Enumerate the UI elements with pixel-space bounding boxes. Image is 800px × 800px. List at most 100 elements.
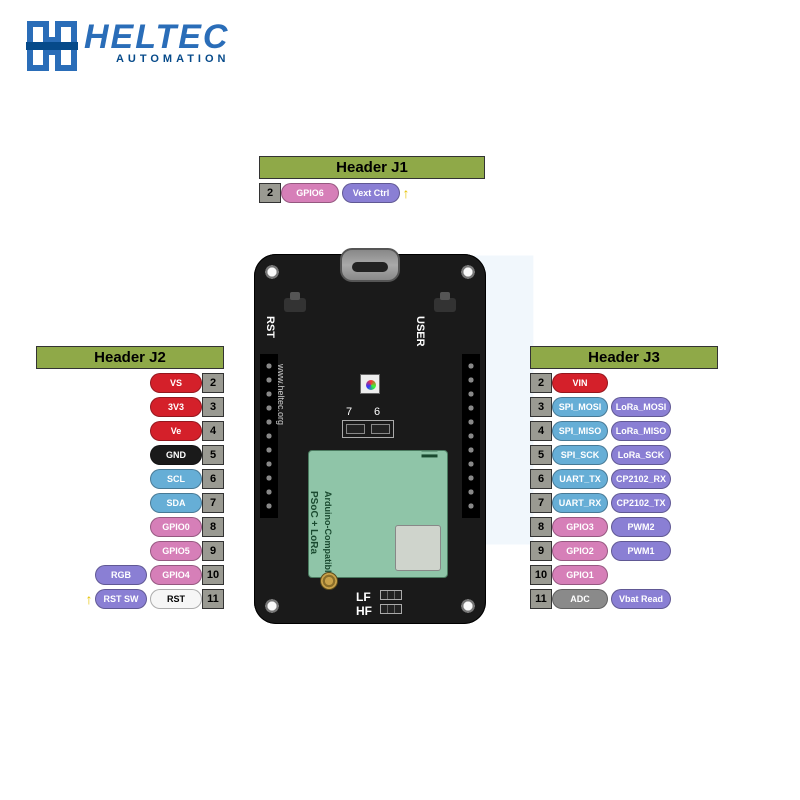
pin-row: 3SPI_MOSILoRa_MOSI — [530, 396, 671, 418]
header-title: Header J3 — [530, 346, 718, 369]
pin-hole — [465, 458, 477, 470]
pin-label: GPIO5 — [150, 541, 202, 561]
pin-hole — [465, 472, 477, 484]
silk-label: 6 — [374, 406, 380, 418]
pin-row: 9GPIO2PWM1 — [530, 540, 671, 562]
pin-label: PWM1 — [611, 541, 671, 561]
pin-row: 2VIN — [530, 372, 671, 394]
rf-pad — [380, 590, 402, 600]
pin-label: Vext Ctrl — [342, 183, 400, 203]
pin-label: GPIO1 — [552, 565, 608, 585]
pin-hole — [465, 444, 477, 456]
mounting-hole — [460, 598, 476, 614]
pin-hole — [465, 500, 477, 512]
pin-number: 4 — [530, 421, 552, 441]
arrow-icon: ↑ — [400, 183, 412, 203]
pin-label: LoRa_MOSI — [611, 397, 671, 417]
pin-row: 10GPIO1 — [530, 564, 671, 586]
pin-label: SPI_MISO — [552, 421, 608, 441]
header-j2: Header J2GND1VS23V33Ve4GND5SCL6SDA7GPIO0… — [36, 346, 224, 612]
pin-label: GND — [150, 445, 202, 465]
pin-row: 7UART_RXCP2102_TX — [530, 492, 671, 514]
mounting-hole — [460, 264, 476, 280]
pin-label: GPIO4 — [150, 565, 202, 585]
pin-label: SPI_SCK — [552, 445, 608, 465]
pin-number: 2 — [202, 373, 224, 393]
pin-row: GND5 — [36, 444, 224, 466]
mounting-hole — [264, 598, 280, 614]
header-title: Header J2 — [36, 346, 224, 369]
solder-pads — [342, 420, 394, 438]
header-j3: Header J31GND2VIN3SPI_MOSILoRa_MOSI4SPI_… — [530, 346, 671, 612]
pin-label: VIN — [552, 373, 608, 393]
pcb-board: RSTUSERwww.heltec.org76 CubeCell PSoC + … — [254, 254, 486, 624]
pin-row: RGBGPIO410 — [36, 564, 224, 586]
pin-number: 6 — [202, 469, 224, 489]
pin-hole — [465, 374, 477, 386]
pin-row: 11ADCVbat Read — [530, 588, 671, 610]
pin-label: 3V3 — [150, 397, 202, 417]
silk-label: 7 — [346, 406, 352, 418]
module-line2: Arduino-Compatible — [323, 491, 333, 578]
silk-url: www.heltec.org — [276, 364, 286, 425]
pin-row: 8GPIO3PWM2 — [530, 516, 671, 538]
pin-label: LoRa_MISO — [611, 421, 671, 441]
pin-label: UART_RX — [552, 493, 608, 513]
module-shield — [395, 525, 441, 571]
pin-label: RST — [150, 589, 202, 609]
pin-number: 2 — [530, 373, 552, 393]
pin-hole — [465, 416, 477, 428]
pin-hole — [263, 374, 275, 386]
header-title: Header J1 — [259, 156, 485, 179]
ufl-connector — [320, 572, 338, 590]
usb-c-port — [340, 248, 400, 282]
pin-row: 2GPIO6Vext Ctrl↑ — [259, 182, 473, 204]
pin-hole — [263, 458, 275, 470]
pin-hole — [263, 500, 275, 512]
pin-label: Vbat Read — [611, 589, 671, 609]
pin-label: GPIO6 — [281, 183, 339, 203]
pin-label: UART_TX — [552, 469, 608, 489]
logo-name: HELTEC — [84, 18, 229, 57]
silk-label: HF — [356, 604, 372, 618]
pin-number: 4 — [202, 421, 224, 441]
pin-hole — [263, 402, 275, 414]
pin-number: 11 — [202, 589, 224, 609]
pin-hole — [465, 486, 477, 498]
pin-label: GPIO2 — [552, 541, 608, 561]
pin-hole — [263, 416, 275, 428]
pin-number: 10 — [202, 565, 224, 585]
pin-row: SCL6 — [36, 468, 224, 490]
pin-label: Ve — [150, 421, 202, 441]
pin-number: 9 — [202, 541, 224, 561]
pin-number: 11 — [530, 589, 552, 609]
pin-number: 8 — [530, 517, 552, 537]
pin-hole — [465, 388, 477, 400]
pin-number: 3 — [530, 397, 552, 417]
pin-hole — [465, 360, 477, 372]
pin-label: RST SW — [95, 589, 147, 609]
pin-number: 7 — [530, 493, 552, 513]
pin-hole — [263, 430, 275, 442]
arrow-icon: ↑ — [83, 589, 95, 609]
logo-mark-icon — [24, 18, 80, 74]
silk-label: RST — [264, 316, 276, 338]
pin-label: GPIO3 — [552, 517, 608, 537]
pin-label: CP2102_RX — [611, 469, 671, 489]
rgb-led — [360, 374, 380, 394]
pin-row: 4SPI_MISOLoRa_MISO — [530, 420, 671, 442]
pin-label: CP2102_TX — [611, 493, 671, 513]
pin-header-strip — [462, 354, 480, 518]
pin-number: 6 — [530, 469, 552, 489]
pin-hole — [263, 444, 275, 456]
pin-row: VS2 — [36, 372, 224, 394]
pin-hole — [263, 388, 275, 400]
pin-number: 9 — [530, 541, 552, 561]
pin-row: SDA7 — [36, 492, 224, 514]
pin-number: 2 — [259, 183, 281, 203]
module-line1: PSoC + LoRa — [308, 491, 319, 554]
rf-pad — [380, 604, 402, 614]
lora-module: CubeCell PSoC + LoRa Arduino-Compatible — [308, 450, 448, 578]
module-title: CubeCell — [415, 450, 441, 459]
mounting-hole — [264, 264, 280, 280]
